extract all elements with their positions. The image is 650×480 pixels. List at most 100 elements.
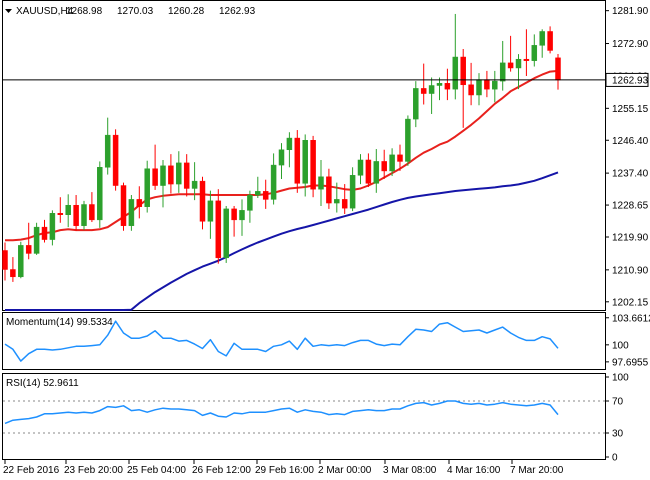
price-tick-label: 1237.40 <box>612 169 649 180</box>
price-tick-label: 1272.90 <box>612 39 649 50</box>
candle-body <box>160 165 166 186</box>
rsi-tick-label: 0 <box>612 453 618 464</box>
candle-body <box>144 168 150 207</box>
candle-body <box>270 164 277 200</box>
rsi-axis: 100 70 30 0 <box>3 373 629 464</box>
candle-body <box>278 149 285 166</box>
candle-body <box>262 191 269 200</box>
time-tick-label: 7 Mar 20:00 <box>510 465 564 476</box>
candle-body <box>191 180 198 189</box>
candle-body <box>547 31 553 51</box>
last-price-box <box>605 72 649 87</box>
rsi-pane: 100 70 30 0 RSI(14) 52.9611 <box>2 373 629 464</box>
price-tick-label: 1202.15 <box>612 297 649 308</box>
momentum-tick-label: 100 <box>612 340 629 351</box>
fast-moving-average-line <box>5 69 559 242</box>
ohlc-close: 1262.93 <box>219 6 256 17</box>
candle-body <box>25 245 32 254</box>
momentum-series <box>4 320 559 362</box>
candle-body <box>97 167 103 221</box>
momentum-line <box>4 320 559 362</box>
candle-body <box>523 58 530 61</box>
candle-body <box>81 204 87 226</box>
rsi-tick-label: 70 <box>612 397 624 408</box>
candle-body <box>41 226 48 240</box>
rsi-label: RSI(14) 52.9611 <box>6 378 79 389</box>
candle-body <box>294 137 301 184</box>
candle-body <box>341 199 348 209</box>
time-tick-label: 2 Mar 00:00 <box>318 465 372 476</box>
time-tick-label: 26 Feb 12:00 <box>192 465 251 476</box>
price-tick-label: 1210.90 <box>612 265 649 276</box>
slow-moving-average-line <box>5 171 559 311</box>
rsi-series <box>4 400 559 425</box>
candle-body <box>247 194 253 211</box>
price-series <box>2 13 561 311</box>
candle-body <box>349 175 356 209</box>
momentum-tick-label: 97.6955 <box>612 357 649 368</box>
candle-body <box>10 269 16 278</box>
candle-body <box>326 176 332 204</box>
candle-body <box>420 88 427 94</box>
price-pane: 1281.901272.901264.001255.151246.401237.… <box>2 0 649 311</box>
candle-body <box>476 79 482 96</box>
candle-body <box>389 154 395 172</box>
candle-body <box>397 154 403 162</box>
candle-body <box>373 161 380 184</box>
candle-body <box>507 62 514 69</box>
time-tick-label: 22 Feb 2016 <box>3 465 60 476</box>
rsi-pane-border <box>2 373 606 460</box>
candle-body <box>492 80 498 90</box>
rsi-line <box>4 400 559 425</box>
candle-body <box>183 162 190 189</box>
candle-body <box>89 204 95 221</box>
candle-body <box>49 213 56 240</box>
candle-body <box>168 165 174 185</box>
candle-body <box>318 176 324 190</box>
candle-body <box>120 185 127 226</box>
candle-body <box>302 140 308 184</box>
candle-body <box>104 134 111 168</box>
candle-body <box>215 200 222 259</box>
candle-body <box>207 200 214 222</box>
candle-body <box>73 204 79 226</box>
candle-body <box>310 140 316 190</box>
candle-body <box>444 83 451 90</box>
candle-body <box>436 83 443 86</box>
momentum-pane: 103.6612 100 97.6955 Momentum(14) 99.5334 <box>2 312 650 370</box>
candle-body <box>57 213 64 215</box>
candle-body <box>128 199 135 226</box>
momentum-tick-label: 103.6612 <box>612 313 650 324</box>
rsi-tick-label: 100 <box>612 373 629 384</box>
candle-body <box>33 226 40 254</box>
candle-body <box>365 159 372 184</box>
ohlc-low: 1260.28 <box>168 6 205 17</box>
price-tick-label: 1246.40 <box>612 136 649 147</box>
candle-body <box>223 208 229 259</box>
price-tick-label: 1255.15 <box>612 104 649 115</box>
momentum-label: Momentum(14) 99.5334 <box>6 317 113 328</box>
candle-body <box>255 191 261 196</box>
ohlc-open: 1268.98 <box>66 6 103 17</box>
candle-body <box>334 199 340 204</box>
time-axis: 22 Feb 2016 23 Feb 20:00 25 Feb 04:00 26 Fe… <box>3 460 564 476</box>
candle-body <box>499 62 506 82</box>
candle-body <box>468 84 474 96</box>
time-tick-label: 29 Feb 16:00 <box>255 465 314 476</box>
candle-body <box>555 57 561 81</box>
candle-body <box>357 159 364 176</box>
momentum-axis: 103.6612 100 97.6955 <box>605 313 650 368</box>
candle-body <box>515 58 522 69</box>
candle-body <box>231 208 237 221</box>
candle-body <box>539 31 545 46</box>
time-tick-label: 4 Mar 16:00 <box>447 465 501 476</box>
candle-body <box>176 162 182 185</box>
candle-body <box>152 168 158 186</box>
candle-body <box>239 210 245 221</box>
candle-body <box>136 199 143 207</box>
collapse-triangle-icon[interactable] <box>5 9 12 13</box>
candle-body <box>413 88 419 120</box>
symbol-label: XAUUSD,H4 <box>16 6 74 17</box>
